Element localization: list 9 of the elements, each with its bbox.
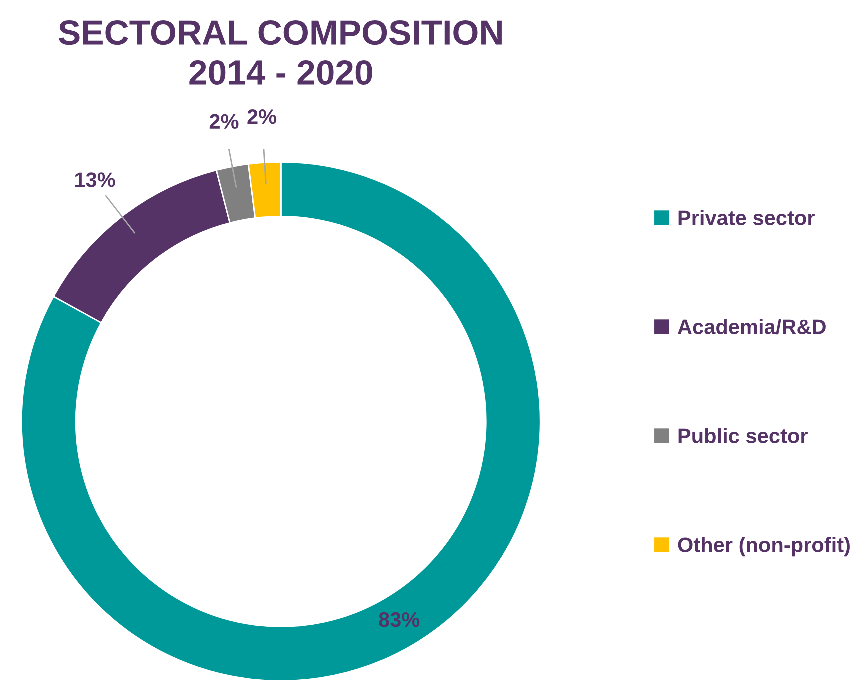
legend-label: Public sector xyxy=(678,428,808,444)
legend-label: Private sector xyxy=(678,210,815,226)
legend-label: Other (non-profit) xyxy=(678,537,850,557)
data-label: 2% xyxy=(248,110,277,124)
data-label: 2% xyxy=(210,114,239,129)
legend-label: Academia/R&D xyxy=(678,319,826,335)
data-label: 83% xyxy=(379,612,420,628)
chart-title: SECTORAL COMPOSITION 2014 - 2020 xyxy=(58,20,502,86)
data-label: 13% xyxy=(76,172,116,188)
